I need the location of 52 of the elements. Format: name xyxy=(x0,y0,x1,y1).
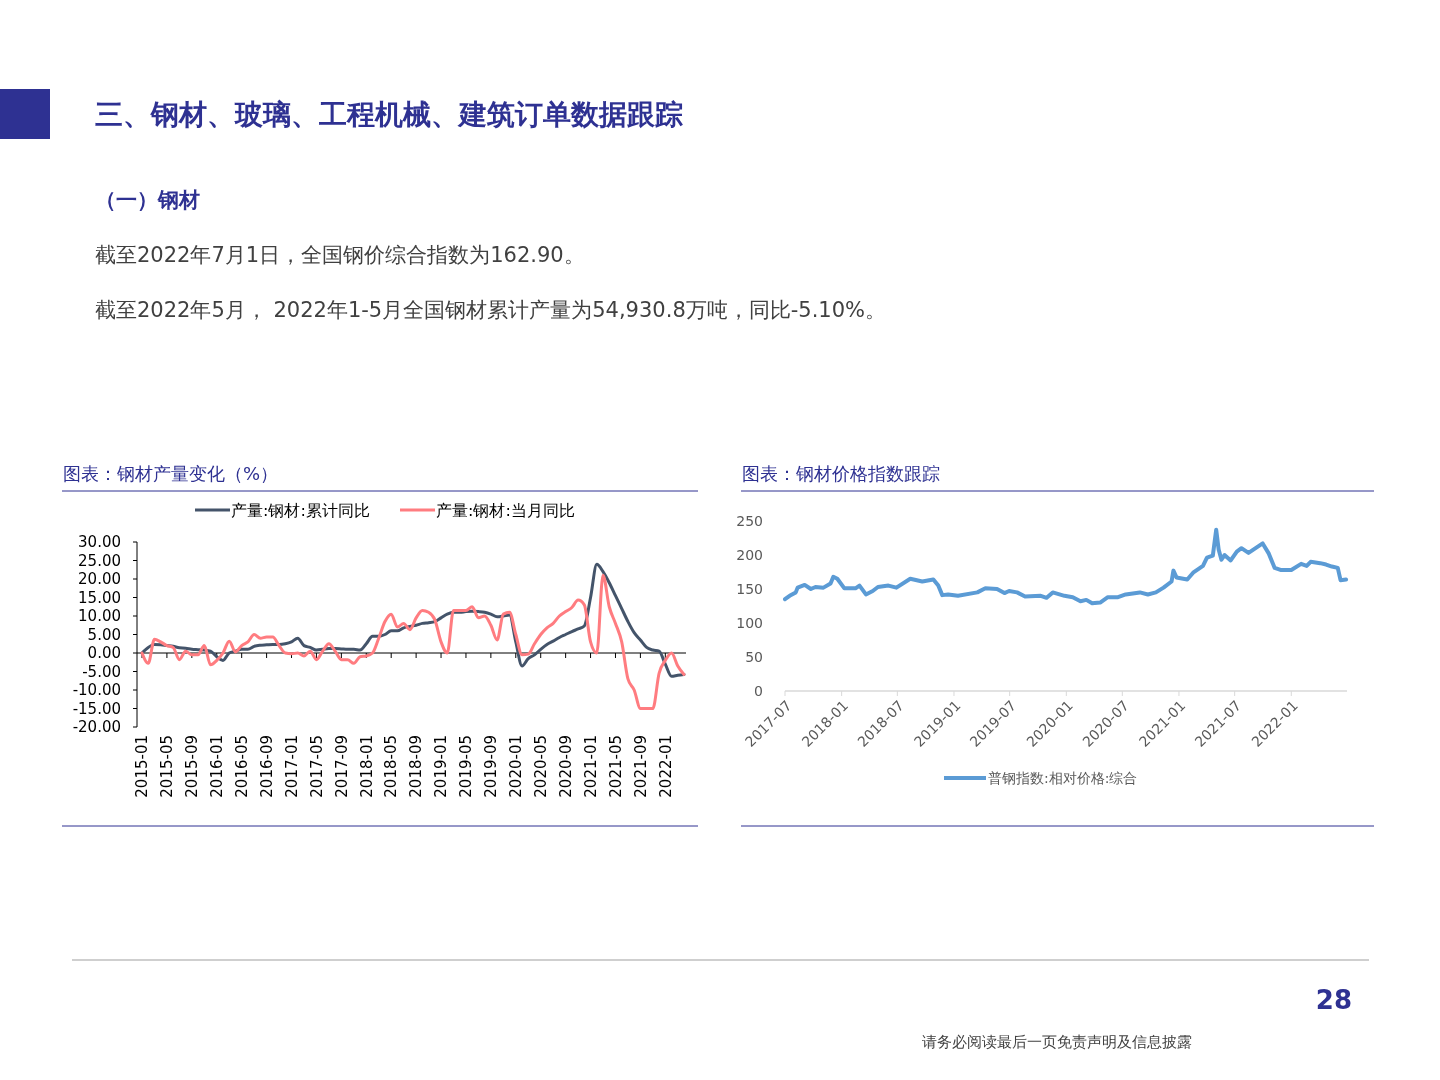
y-tick-label: -5.00 xyxy=(82,662,121,681)
x-tick-label: 2021-01 xyxy=(581,735,600,798)
x-tick-label: 2019-05 xyxy=(457,735,476,798)
x-tick-label: 2016-05 xyxy=(232,735,251,798)
x-tick-label: 2020-01 xyxy=(507,735,526,798)
chart-title: 图表：钢材产量变化（%） xyxy=(63,463,279,484)
x-tick-label: 2016-09 xyxy=(257,735,276,798)
y-tick-label: 5.00 xyxy=(87,625,121,644)
text: 三、钢材、玻璃、工程机械、建筑订单数据跟踪 xyxy=(95,98,683,131)
y-tick-label: 250 xyxy=(736,512,763,529)
x-tick-label: 2018-01 xyxy=(357,735,376,798)
text: 请务必阅读最后一页免责声明及信息披露 xyxy=(922,1033,1192,1051)
x-tick-label: 2017-05 xyxy=(307,735,326,798)
y-tick-label: 0 xyxy=(754,682,763,699)
x-tick-label: 2017-09 xyxy=(332,735,351,798)
x-tick-label: 2020-05 xyxy=(531,735,550,798)
y-tick-label: 20.00 xyxy=(78,570,121,589)
x-tick-label: 2019-01 xyxy=(432,735,451,798)
text: （一）钢材 xyxy=(95,188,200,212)
x-tick-label: 2018-09 xyxy=(407,735,426,798)
y-tick-label: 100 xyxy=(736,614,763,631)
y-tick-label: -15.00 xyxy=(72,699,121,718)
y-tick-label: 15.00 xyxy=(78,588,121,607)
x-tick-label: 2015-01 xyxy=(133,735,152,798)
text: 截至2022年5月， 2022年1-5月全国钢材累计产量为54,930.8万吨，同比-5.10%。 xyxy=(95,298,887,322)
y-tick-label: 25.00 xyxy=(78,551,121,570)
x-tick-label: 2021-09 xyxy=(631,735,650,798)
y-tick-label: 30.00 xyxy=(78,533,121,552)
text: 截至2022年7月1日，全国钢价综合指数为162.90。 xyxy=(95,243,585,267)
legend-label: 产量:钢材:当月同比 xyxy=(436,500,575,520)
x-tick-label: 2015-05 xyxy=(158,735,177,798)
y-tick-label: -10.00 xyxy=(72,681,121,700)
y-tick-label: 50 xyxy=(745,648,763,665)
line-series xyxy=(783,527,1349,606)
x-tick-label: 2022-01 xyxy=(656,735,675,798)
x-tick-label: 2016-01 xyxy=(208,735,227,798)
x-tick-label: 2017-01 xyxy=(282,735,301,798)
text: 28 xyxy=(1315,985,1352,1015)
x-tick-label: 2019-09 xyxy=(482,735,501,798)
line-series xyxy=(140,573,686,710)
legend-label: 产量:钢材:累计同比 xyxy=(231,500,370,520)
y-tick-label: 0.00 xyxy=(87,644,121,663)
x-tick-label: 2021-05 xyxy=(606,735,625,798)
x-tick-label: 2020-09 xyxy=(556,735,575,798)
x-tick-label: 2015-09 xyxy=(183,735,202,798)
chart-title: 图表：钢材价格指数跟踪 xyxy=(742,463,940,484)
y-tick-label: 10.00 xyxy=(78,607,121,626)
y-tick-label: 200 xyxy=(736,546,763,563)
y-tick-label: 150 xyxy=(736,580,763,597)
y-tick-label: -20.00 xyxy=(72,718,121,737)
x-tick-label: 2018-05 xyxy=(382,735,401,798)
legend-label: 普钢指数:相对价格:综合 xyxy=(988,769,1138,786)
